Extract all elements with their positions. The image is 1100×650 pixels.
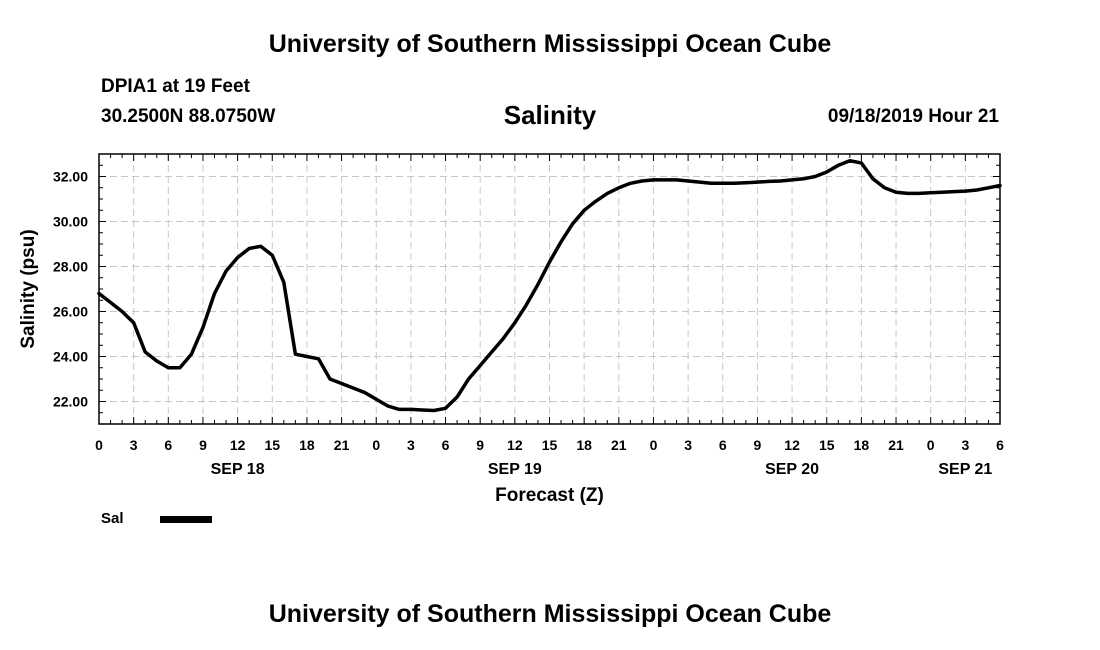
x-tick-label: 12 — [507, 437, 523, 453]
x-tick-label: 3 — [961, 437, 969, 453]
y-tick-label: 28.00 — [53, 259, 88, 275]
x-tick-label: 15 — [264, 437, 280, 453]
date-label: SEP 19 — [488, 461, 542, 478]
station-coordinates: 30.2500N 88.0750W — [101, 106, 276, 127]
y-tick-label: 24.00 — [53, 349, 88, 365]
footer-title: University of Southern Mississippi Ocean… — [268, 600, 832, 628]
page-title: University of Southern Mississippi Ocean… — [268, 30, 832, 58]
x-tick-label: 3 — [130, 437, 138, 453]
x-tick-label: 9 — [199, 437, 207, 453]
x-tick-label: 18 — [299, 437, 315, 453]
forecast-timestamp: 09/18/2019 Hour 21 — [827, 106, 999, 127]
x-tick-label: 9 — [754, 437, 762, 453]
date-label: SEP 20 — [765, 461, 819, 478]
x-tick-label: 6 — [996, 437, 1004, 453]
x-tick-label: 9 — [476, 437, 484, 453]
y-axis-label: Salinity (psu) — [18, 229, 39, 348]
x-tick-label: 21 — [334, 437, 350, 453]
station-name: DPIA1 at 19 Feet — [101, 76, 250, 97]
date-label: SEP 21 — [938, 461, 992, 478]
x-tick-label: 15 — [542, 437, 558, 453]
x-tick-label: 6 — [719, 437, 727, 453]
x-tick-label: 18 — [576, 437, 592, 453]
x-tick-label: 18 — [854, 437, 870, 453]
x-tick-label: 0 — [927, 437, 935, 453]
legend-label: Sal — [101, 510, 124, 527]
x-tick-label: 6 — [164, 437, 172, 453]
chart-title: Salinity — [503, 100, 597, 130]
x-tick-label: 0 — [650, 437, 658, 453]
legend-swatch — [160, 516, 212, 523]
x-tick-label: 3 — [684, 437, 692, 453]
x-tick-label: 0 — [95, 437, 103, 453]
series-line-sal — [97, 158, 1002, 413]
x-tick-label: 0 — [372, 437, 380, 453]
y-tick-label: 32.00 — [53, 169, 88, 185]
x-tick-label: 21 — [888, 437, 904, 453]
x-tick-label: 21 — [611, 437, 627, 453]
x-axis-label: Forecast (Z) — [495, 485, 604, 506]
x-tick-label: 12 — [230, 437, 246, 453]
y-tick-label: 26.00 — [53, 304, 88, 320]
y-tick-label: 22.00 — [53, 394, 88, 410]
x-tick-label: 6 — [442, 437, 450, 453]
date-label: SEP 18 — [211, 461, 265, 478]
x-tick-label: 15 — [819, 437, 835, 453]
y-tick-label: 30.00 — [53, 214, 88, 230]
x-tick-label: 3 — [407, 437, 415, 453]
x-tick-label: 12 — [784, 437, 800, 453]
